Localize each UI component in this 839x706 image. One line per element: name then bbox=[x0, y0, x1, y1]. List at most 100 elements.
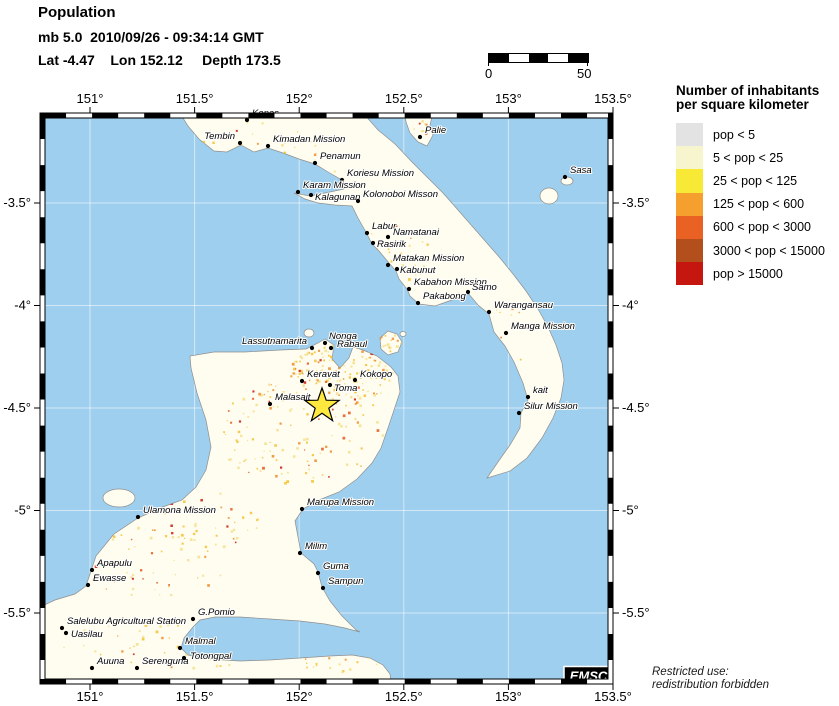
town-marker: Karam Mission bbox=[295, 179, 367, 195]
town-marker: Labur bbox=[364, 220, 398, 236]
town-marker: Marupa Mission bbox=[299, 496, 375, 512]
lon-tick-label-top: 152.5° bbox=[385, 91, 423, 106]
town-dot bbox=[267, 401, 273, 407]
lat-tick-label-right: -5° bbox=[622, 503, 639, 518]
town-dot bbox=[394, 266, 400, 272]
town-label: Lassutnamarita bbox=[242, 336, 307, 347]
town-dot bbox=[562, 174, 568, 180]
town-dot bbox=[295, 189, 301, 195]
town-label: Karam Mission bbox=[303, 180, 366, 191]
town-marker: Namatanai bbox=[385, 226, 441, 240]
town-marker: Palie bbox=[417, 124, 447, 140]
town-marker: Malasait bbox=[267, 391, 312, 407]
legend-color-swatch bbox=[676, 215, 703, 239]
lon-tick-label-top: 151° bbox=[77, 91, 104, 106]
town-dot bbox=[486, 309, 492, 315]
town-marker: Rabaul bbox=[328, 338, 369, 351]
sasa-islet-2 bbox=[560, 176, 574, 186]
town-dot bbox=[237, 140, 243, 146]
town-label: Labur bbox=[372, 221, 397, 232]
town-marker: Auuna bbox=[89, 655, 125, 671]
town-dot bbox=[89, 567, 95, 573]
town-dot bbox=[89, 665, 95, 671]
town-marker: Totongpal bbox=[181, 650, 233, 663]
legend-title-line2: per square kilometer bbox=[676, 97, 809, 112]
town-label: Auuna bbox=[96, 656, 124, 667]
town-label: Kokopo bbox=[360, 369, 392, 380]
town-label: Penamun bbox=[320, 151, 361, 162]
town-marker: Ulamona Mission bbox=[135, 504, 217, 520]
town-dot bbox=[244, 117, 250, 123]
legend-entry-label: 125 < pop < 600 bbox=[713, 197, 805, 212]
town-marker: Tembin bbox=[203, 130, 243, 146]
new-ireland bbox=[179, 112, 565, 479]
lon-tick-label-bottom: 151.5° bbox=[176, 689, 214, 704]
town-marker: Toma bbox=[327, 382, 358, 395]
town-label: Kalagunan bbox=[315, 192, 360, 203]
town-marker: Milim bbox=[297, 540, 328, 556]
population-legend: Number of inhabitants per square kilomet… bbox=[676, 84, 825, 286]
town-label: Milim bbox=[305, 541, 327, 552]
lat-tick-label-left: -5° bbox=[14, 503, 31, 518]
town-marker: Sasa bbox=[562, 164, 593, 180]
town-label: Koriesu Mission bbox=[347, 168, 414, 179]
scale-tick-start bbox=[488, 62, 489, 66]
sasa-islet-1 bbox=[539, 187, 559, 205]
town-dot bbox=[320, 585, 326, 591]
town-label: Malmal bbox=[185, 636, 217, 647]
town-label: Manga Mission bbox=[511, 321, 575, 332]
town-marker: Kalagunan bbox=[308, 191, 361, 204]
town-marker: Uasilau bbox=[63, 628, 104, 641]
town-marker: Pakabong bbox=[415, 290, 468, 306]
page-title: Population bbox=[38, 4, 116, 21]
town-label: Kabahon Mission bbox=[414, 277, 487, 288]
lon-tick-label-bottom: 153.5° bbox=[594, 689, 632, 704]
town-marker: G.Pomio bbox=[190, 606, 236, 622]
town-marker: Kabunut bbox=[394, 264, 437, 277]
distance-scale-bar bbox=[488, 53, 589, 63]
town-label: Pakabong bbox=[423, 291, 467, 302]
town-marker: Silur Mission bbox=[516, 400, 579, 416]
lon-tick-label-bottom: 152.5° bbox=[385, 689, 423, 704]
legend-entry-label: 3000 < pop < 15000 bbox=[713, 243, 825, 258]
town-dot bbox=[525, 394, 531, 400]
town-dot bbox=[465, 289, 471, 295]
town-marker: Manga Mission bbox=[503, 320, 576, 336]
lon-tick-label-top: 151.5° bbox=[176, 91, 214, 106]
town-marker: Kolonoboi Misson bbox=[355, 188, 439, 204]
legend-color-swatch bbox=[676, 238, 703, 263]
lon-tick-label-top: 153.5° bbox=[594, 91, 632, 106]
town-dot bbox=[299, 506, 305, 512]
town-dot bbox=[327, 382, 333, 388]
town-marker: Samo bbox=[465, 281, 498, 295]
legend-entry: pop > 15000 bbox=[676, 262, 825, 286]
scale-start-label: 0 bbox=[485, 66, 493, 81]
town-marker: Sampun bbox=[320, 575, 364, 591]
town-label: Rasirik bbox=[377, 239, 407, 250]
town-marker: Serenguna bbox=[134, 655, 189, 671]
town-label: Toma bbox=[334, 383, 357, 394]
lon-tick-label-top: 153° bbox=[495, 91, 522, 106]
watom-island bbox=[303, 328, 315, 338]
town-label: Kabunut bbox=[400, 265, 436, 276]
town-label: Ewasse bbox=[93, 573, 126, 584]
event-lat-lon-depth: Lat -4.47 Lon 152.12 Depth 173.5 bbox=[38, 52, 281, 68]
town-marker: Rasirik bbox=[370, 238, 408, 251]
town-marker: Lassutnamarita bbox=[241, 335, 315, 351]
town-label: Nonga bbox=[329, 331, 357, 342]
lon-tick-label-bottom: 151° bbox=[77, 689, 104, 704]
town-label: Tembin bbox=[204, 131, 235, 142]
town-label: Kimadan Mission bbox=[273, 134, 345, 145]
town-dot bbox=[417, 134, 423, 140]
town-dot bbox=[59, 625, 65, 631]
town-label: Totongpal bbox=[190, 651, 232, 662]
legend-entry: 25 < pop < 125 bbox=[676, 169, 825, 193]
duke-islet bbox=[399, 331, 407, 337]
town-marker: Guma bbox=[315, 560, 350, 576]
town-dot bbox=[308, 192, 314, 198]
map-frame bbox=[39, 112, 614, 685]
town-marker: Kokopo bbox=[352, 368, 393, 383]
town-label: Marupa Mission bbox=[307, 497, 374, 508]
town-label: Namatanai bbox=[393, 227, 440, 238]
